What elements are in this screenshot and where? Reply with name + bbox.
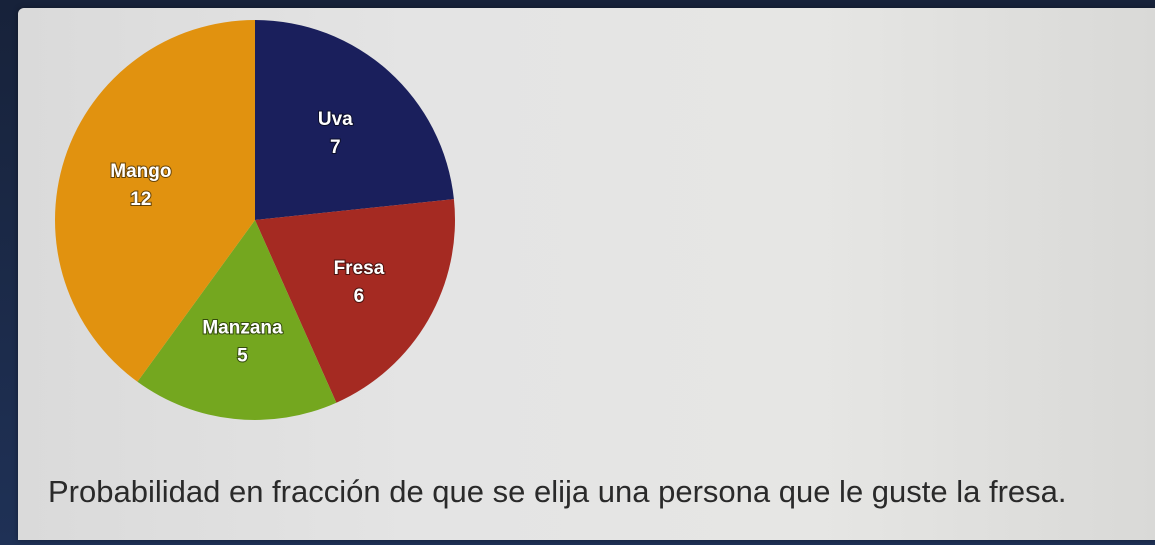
pie-slice-manzana (137, 220, 337, 420)
pie-value-fresa: 6 (354, 286, 365, 307)
pie-slice-mango (54, 20, 255, 382)
pie-slice-fresa (255, 199, 456, 403)
pie-slice-uva (255, 20, 454, 220)
question-text: Probabilidad en fracción de que se elija… (48, 474, 1067, 509)
pie-label-uva: Uva (318, 109, 353, 130)
pie-label-fresa: Fresa (334, 258, 385, 279)
pie-value-manzana: 5 (237, 345, 248, 366)
pie-value-mango: 12 (130, 189, 151, 210)
question-card: Uva 7 Fresa 6 Manzana 5 Mango 12 Probabilidad e… (18, 8, 1155, 540)
pie-chart: Uva 7 Fresa 6 Manzana 5 Mango 12 (54, 20, 456, 420)
pie-label-mango: Mango (110, 161, 171, 182)
pie-value-uva: 7 (330, 137, 341, 158)
pie-slices (54, 20, 456, 420)
pie-label-manzana: Manzana (202, 317, 283, 338)
pie-labels: Uva 7 Fresa 6 Manzana 5 Mango 12 (109, 108, 385, 368)
